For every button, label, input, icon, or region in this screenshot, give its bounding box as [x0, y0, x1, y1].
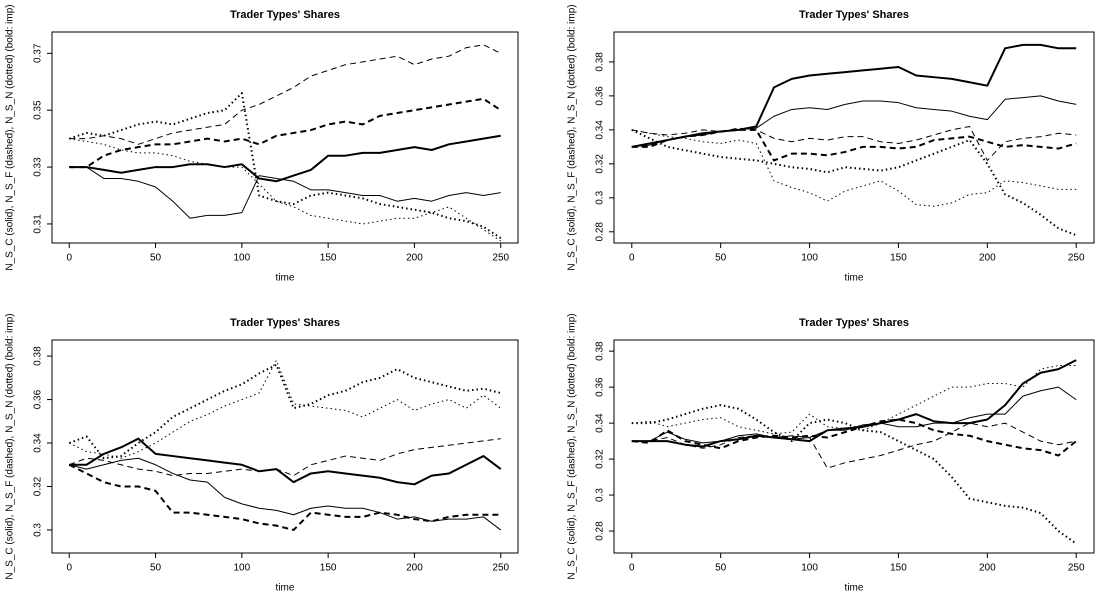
x-tick-label: 100	[234, 563, 251, 574]
x-tick-label: 200	[979, 563, 996, 574]
series-line	[631, 422, 1077, 469]
y-tick-label: 0.36	[595, 86, 606, 106]
x-axis-label: time	[845, 583, 864, 594]
x-tick-label: 250	[492, 253, 509, 264]
x-tick-label: 100	[234, 253, 251, 264]
x-tick-label: 150	[320, 253, 337, 264]
y-tick-label: 0.34	[33, 433, 44, 453]
series-line	[631, 128, 1077, 162]
x-tick-label: 150	[890, 253, 907, 264]
series-line	[69, 44, 501, 145]
series-line	[69, 138, 502, 242]
y-axis-label: N_S_C (solid), N_S_F (dashed), N_S_N (do…	[5, 313, 16, 579]
chart-title: Trader Types' Shares	[230, 9, 340, 21]
x-tick-label: 250	[1068, 253, 1085, 264]
y-tick-label: 0.32	[33, 476, 44, 496]
series-line	[68, 463, 501, 531]
series-line	[69, 437, 502, 486]
x-tick-label: 0	[66, 253, 72, 264]
y-axis-label: N_S_C (solid), N_S_F (dashed), N_S_N (do…	[567, 4, 578, 270]
x-tick-label: 50	[715, 563, 727, 574]
y-tick-label: 0.3	[595, 488, 606, 502]
series-line	[69, 97, 502, 169]
y-tick-label: 0.3	[33, 523, 44, 537]
plot-frame	[51, 31, 519, 244]
y-tick-label: 0.34	[595, 413, 606, 433]
chart-title: Trader Types' Shares	[230, 317, 340, 329]
series-line	[69, 359, 502, 459]
x-tick-label: 0	[629, 563, 635, 574]
y-tick-label: 0.38	[33, 346, 44, 366]
series-line	[631, 365, 1077, 435]
plot-frame	[613, 31, 1095, 244]
y-tick-label: 0.37	[33, 43, 44, 63]
x-tick-label: 250	[492, 563, 509, 574]
x-tick-label: 100	[801, 563, 818, 574]
series-line	[631, 95, 1077, 148]
series-line	[69, 166, 501, 219]
x-tick-label: 100	[801, 253, 818, 264]
x-tick-label: 150	[320, 563, 337, 574]
x-tick-label: 50	[150, 253, 162, 264]
y-tick-label: 0.33	[33, 157, 44, 177]
x-tick-label: 200	[406, 563, 423, 574]
series-line	[631, 43, 1077, 148]
series-line	[631, 404, 1077, 545]
series-line	[631, 418, 1077, 457]
y-tick-label: 0.28	[595, 222, 606, 242]
chart-title: Trader Types' Shares	[799, 317, 909, 329]
plot-frame	[51, 339, 519, 554]
series-line	[68, 363, 501, 460]
y-tick-label: 0.34	[595, 120, 606, 140]
y-tick-label: 0.32	[595, 449, 606, 469]
x-tick-label: 50	[150, 563, 162, 574]
x-tick-label: 200	[406, 253, 423, 264]
y-axis-label: N_S_C (solid), N_S_F (dashed), N_S_N (do…	[567, 313, 578, 579]
y-tick-label: 0.31	[33, 214, 44, 234]
y-tick-label: 0.36	[33, 389, 44, 409]
x-tick-label: 0	[66, 563, 72, 574]
x-tick-label: 250	[1068, 563, 1085, 574]
x-axis-label: time	[276, 273, 295, 284]
series-line	[69, 134, 501, 183]
series-line	[68, 92, 502, 240]
x-axis-label: time	[276, 583, 295, 594]
y-tick-label: 0.38	[595, 341, 606, 361]
x-tick-label: 150	[890, 563, 907, 574]
y-axis-label: N_S_C (solid), N_S_F (dashed), N_S_N (do…	[5, 4, 16, 270]
x-tick-label: 0	[629, 253, 635, 264]
series-line	[69, 438, 501, 477]
chart-title: Trader Types' Shares	[799, 9, 909, 21]
x-tick-label: 50	[715, 253, 727, 264]
y-tick-label: 0.32	[595, 154, 606, 174]
y-tick-label: 0.35	[33, 100, 44, 120]
x-tick-label: 200	[979, 253, 996, 264]
y-tick-label: 0.36	[595, 377, 606, 397]
plot-frame	[613, 339, 1095, 554]
x-axis-label: time	[845, 273, 864, 284]
series-line	[631, 386, 1077, 444]
y-tick-label: 0.3	[595, 190, 606, 204]
y-tick-label: 0.28	[595, 521, 606, 541]
series-line	[631, 359, 1077, 448]
y-tick-label: 0.38	[595, 52, 606, 72]
series-line	[631, 125, 1077, 161]
